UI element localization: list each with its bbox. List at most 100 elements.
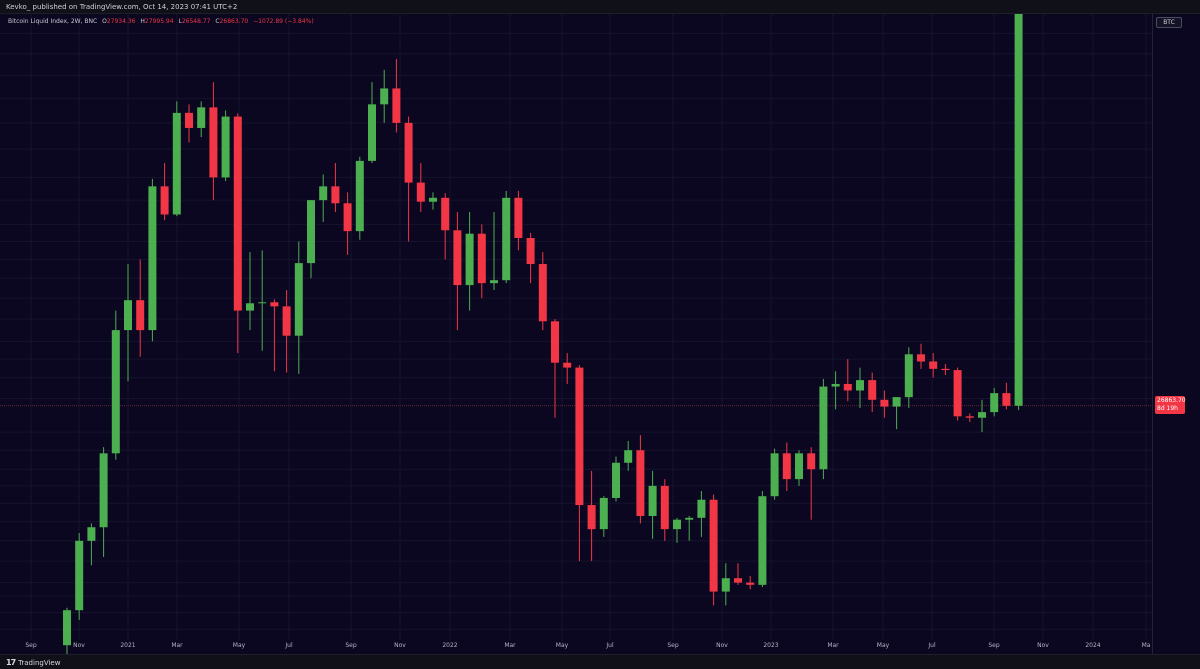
candle xyxy=(392,59,401,133)
candle xyxy=(502,190,511,284)
candle-body xyxy=(575,367,584,506)
candle xyxy=(75,532,84,620)
candle xyxy=(965,413,974,422)
close-label: C xyxy=(215,18,220,25)
time-tick-label: May xyxy=(877,642,890,649)
time-tick-label: Nov xyxy=(716,642,728,649)
candle xyxy=(551,319,559,418)
candle xyxy=(477,224,486,299)
candle xyxy=(929,353,938,378)
candle-body xyxy=(172,112,181,215)
candle-body xyxy=(868,380,877,400)
time-tick-label: Jul xyxy=(927,642,936,649)
candle xyxy=(770,448,779,500)
candle xyxy=(490,212,498,291)
candle-body xyxy=(380,88,389,105)
time-tick-label: Nov xyxy=(394,642,406,649)
candle xyxy=(660,479,669,541)
candle-body xyxy=(368,104,376,161)
candle-body xyxy=(685,517,694,520)
candle xyxy=(526,232,535,284)
tradingview-brand: TradingView xyxy=(18,658,61,667)
candle-body xyxy=(233,116,242,311)
candle xyxy=(721,563,730,606)
open-value: 27934.36 xyxy=(106,18,136,25)
candle-body xyxy=(404,122,413,183)
candle-body xyxy=(209,107,218,178)
candle-body xyxy=(197,107,206,128)
candle xyxy=(843,359,852,402)
candle-body xyxy=(160,186,169,215)
time-tick-label: 2022 xyxy=(442,642,457,649)
symbol-legend: Bitcoin Liquid Index, 2W, BNC O27934.36 … xyxy=(8,18,314,25)
time-tick-label: Sep xyxy=(25,642,37,649)
candle xyxy=(160,163,169,221)
candle-body xyxy=(453,230,462,286)
candle xyxy=(148,178,157,342)
chart-pane[interactable]: 74000.0070000.0066000.0062000.0058000.00… xyxy=(0,14,1188,654)
candle-body xyxy=(136,300,145,331)
candle xyxy=(563,353,572,384)
candle xyxy=(734,563,742,585)
candle-body xyxy=(624,450,633,463)
candle-body xyxy=(782,453,791,480)
candle-body xyxy=(843,383,852,391)
candle-body xyxy=(87,527,96,541)
time-tick-label: Ma xyxy=(1142,642,1151,649)
current-price-label: 26863.70 xyxy=(1157,397,1186,404)
candle xyxy=(648,470,657,539)
candle xyxy=(246,252,254,331)
bar-countdown-label: 8d 19h xyxy=(1157,405,1178,412)
candle xyxy=(1014,14,1023,411)
candle-body xyxy=(648,485,657,516)
symbol-title: Bitcoin Liquid Index, 2W, BNC xyxy=(8,18,98,25)
candle-body xyxy=(258,302,267,304)
time-tick-label: Jul xyxy=(605,642,614,649)
candle-body xyxy=(63,610,71,646)
candle-body xyxy=(538,264,547,322)
tradingview-logo-icon: 17 xyxy=(6,658,16,667)
candle xyxy=(465,212,474,311)
price-axis[interactable] xyxy=(1152,14,1200,654)
candle xyxy=(1002,382,1011,410)
candle xyxy=(709,494,718,606)
candle-body xyxy=(758,496,767,585)
candle xyxy=(599,496,608,537)
candle xyxy=(587,470,596,562)
candle-body xyxy=(721,578,730,592)
published-text: Kevko_ published on TradingView.com, Oct… xyxy=(6,3,238,11)
candle xyxy=(453,212,462,331)
candle-body xyxy=(526,238,535,265)
candlestick-chart[interactable]: 74000.0070000.0066000.0062000.0058000.00… xyxy=(0,14,1200,654)
candle-body xyxy=(148,186,157,331)
candle xyxy=(868,372,877,413)
candle xyxy=(795,450,803,486)
candle xyxy=(514,190,523,251)
candle-body xyxy=(355,160,364,232)
tradingview-logo[interactable]: 17 TradingView xyxy=(6,658,60,667)
high-label: H xyxy=(140,18,145,25)
candle xyxy=(380,69,389,123)
candle-body xyxy=(551,321,559,363)
low-value: 26548.77 xyxy=(181,18,211,25)
candle xyxy=(685,515,694,541)
candle xyxy=(831,371,840,410)
ticker-currency-button[interactable]: BTC xyxy=(1156,17,1182,28)
candle xyxy=(197,101,206,138)
candle-body xyxy=(270,302,279,307)
candle xyxy=(892,397,901,430)
candle xyxy=(856,367,864,408)
candle xyxy=(429,192,437,210)
time-tick-label: Sep xyxy=(345,642,357,649)
candle xyxy=(209,82,218,201)
candle xyxy=(575,365,584,562)
candle-body xyxy=(185,112,193,128)
candle-body xyxy=(307,200,315,264)
time-tick-label: Nov xyxy=(73,642,85,649)
candle xyxy=(172,101,181,217)
candle xyxy=(355,156,364,240)
candle-body xyxy=(709,499,718,592)
candle-body xyxy=(563,362,572,368)
high-value: 27995.94 xyxy=(144,18,174,25)
candle xyxy=(441,193,450,260)
